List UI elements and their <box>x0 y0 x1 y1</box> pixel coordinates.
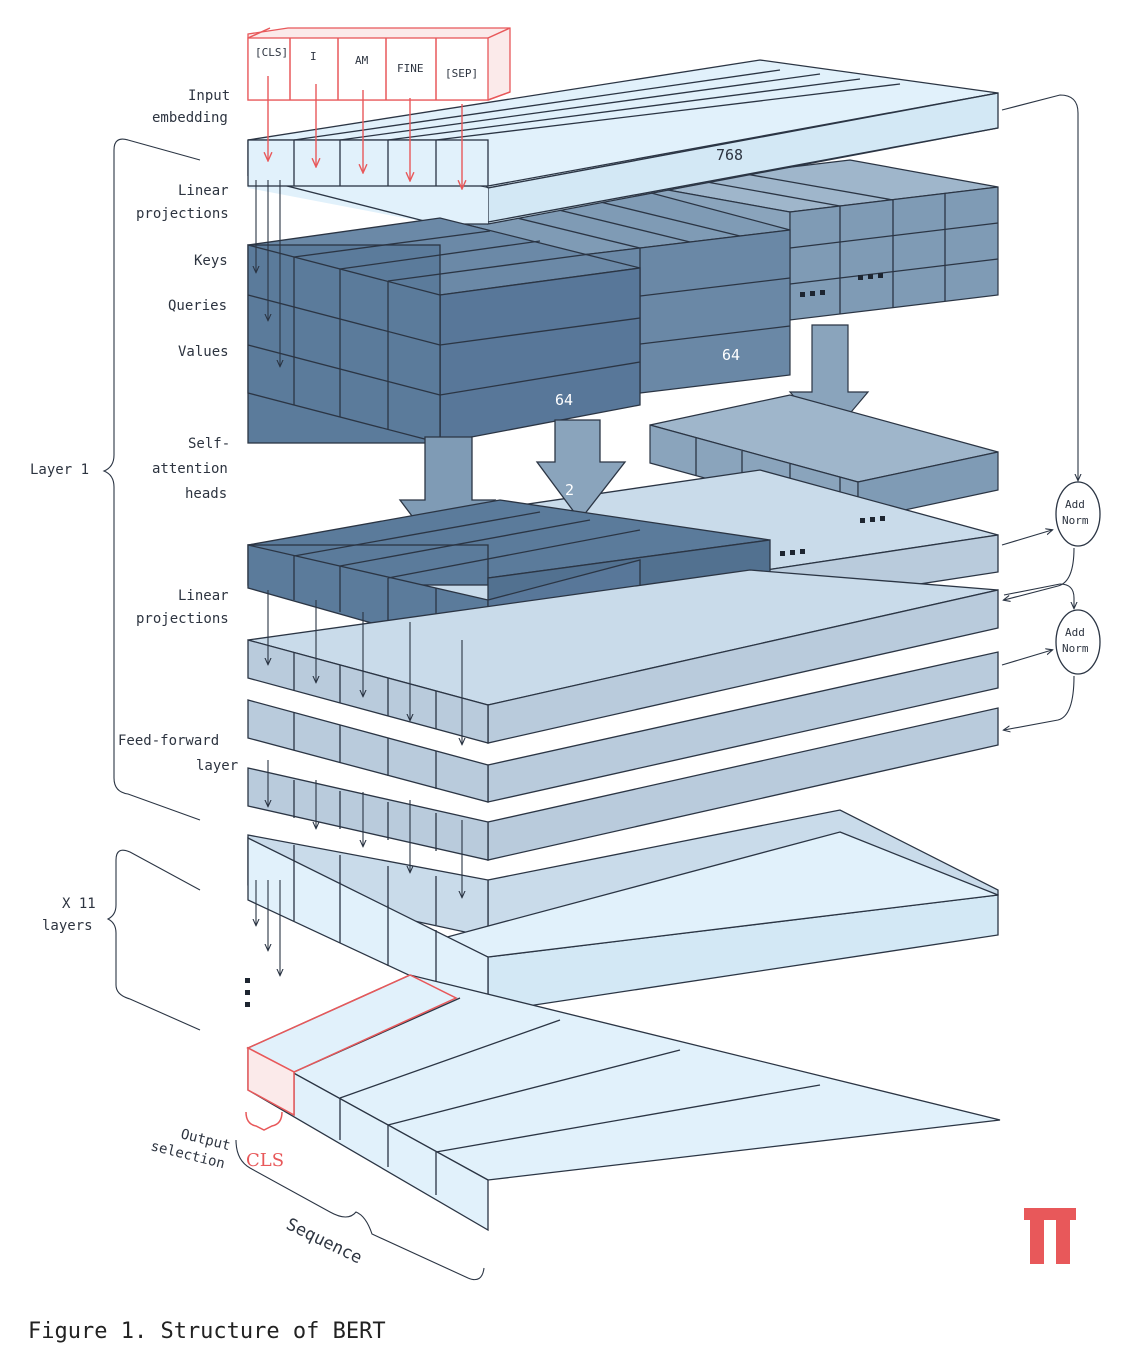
add-norm-1-norm: Norm <box>1062 514 1089 527</box>
label-input-embedding-2: embedding <box>152 110 228 126</box>
ffn-layer-3 <box>247 707 999 861</box>
label-input-embedding-1: Input <box>188 88 230 104</box>
label-queries: Queries <box>168 298 227 314</box>
token-sep: [SEP] <box>445 67 478 80</box>
stack-arrows <box>268 590 462 897</box>
next-layer-bar <box>247 831 999 1014</box>
ffn-layer-1 <box>247 569 999 744</box>
label-x11-2: layers <box>42 918 93 934</box>
residual-connections: Add Norm Add Norm <box>1001 94 1101 730</box>
token-i: I <box>310 50 317 63</box>
label-linear-proj-1a: Linear <box>178 183 229 199</box>
head2-label: 2 <box>565 481 574 499</box>
add-norm-1-add: Add <box>1065 498 1085 511</box>
label-linear-proj-2a: Linear <box>178 588 229 604</box>
head2-arrow: 2 <box>535 419 627 522</box>
cls-label: CLS <box>246 1150 284 1171</box>
hidden-dim: 768 <box>716 146 743 164</box>
label-x11-1: X 11 <box>62 896 96 912</box>
token-fine: FINE <box>397 62 424 75</box>
head1-kqv-block: 64 <box>247 180 641 444</box>
label-self-attention-2: attention <box>152 461 228 477</box>
label-keys: Keys <box>194 253 228 269</box>
label-values: Values <box>178 344 229 360</box>
label-sequence: Sequence <box>283 1215 365 1269</box>
token-am: AM <box>355 54 369 67</box>
label-layer1: Layer 1 <box>30 462 89 478</box>
head-ellipsis-top <box>800 273 883 297</box>
head-dim-back: 64 <box>722 346 740 364</box>
token-cls: [CLS] <box>255 46 288 59</box>
left-braces <box>102 138 485 1281</box>
label-self-attention-1: Self- <box>188 436 230 452</box>
head-ellipsis-bottom <box>780 516 885 556</box>
brand-logo <box>1024 1208 1076 1264</box>
token-strip: [CLS] I AM FINE [SEP] <box>247 27 511 188</box>
label-linear-proj-2b: projections <box>136 611 229 627</box>
label-feed-forward-1: Feed-forward <box>118 733 219 749</box>
ffn-layer-2 <box>247 651 999 803</box>
input-embedding-bar: 768 <box>247 59 999 225</box>
output-bar: CLS <box>245 974 1001 1232</box>
add-norm-2-norm: Norm <box>1062 642 1089 655</box>
figure-caption: Figure 1. Structure of BERT <box>28 1319 386 1344</box>
head-dim-front: 64 <box>555 391 573 409</box>
add-norm-2-add: Add <box>1065 626 1085 639</box>
label-linear-proj-1b: projections <box>136 206 229 222</box>
label-self-attention-3: heads <box>185 486 227 502</box>
layers-ellipsis <box>245 978 250 1007</box>
label-feed-forward-2: layer <box>196 758 238 774</box>
